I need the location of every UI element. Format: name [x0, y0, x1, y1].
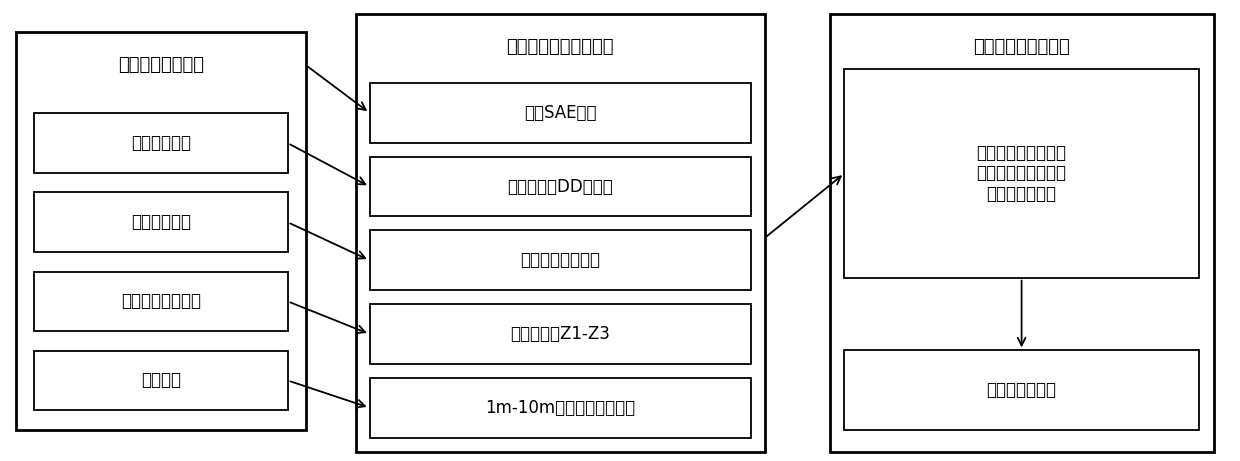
- Text: 采用标准中Z1-Z3: 采用标准中Z1-Z3: [510, 325, 610, 343]
- Text: 参考主流线圈尺寸: 参考主流线圈尺寸: [520, 251, 600, 269]
- Bar: [35, 351, 288, 410]
- Bar: [370, 304, 750, 364]
- Bar: [844, 350, 1199, 430]
- Text: 圆形线圈，DD型线圈: 圆形线圈，DD型线圈: [507, 177, 613, 195]
- Text: 谐振线圈尺寸: 谐振线圈尺寸: [131, 213, 191, 231]
- Text: 确定物理参数测试范围: 确定物理参数测试范围: [506, 38, 614, 56]
- Text: 1m-10m等间距设置测试点: 1m-10m等间距设置测试点: [485, 399, 635, 417]
- Bar: [356, 14, 765, 452]
- Bar: [35, 192, 288, 252]
- Text: 修改上述参数的单一
变量，综合分析测试
点磁场强度变化: 修改上述参数的单一 变量，综合分析测试 点磁场强度变化: [977, 143, 1066, 203]
- Bar: [370, 230, 750, 290]
- Bar: [35, 272, 288, 331]
- Text: 谐振线圈类型: 谐振线圈类型: [131, 134, 191, 152]
- Text: 参照SAE标准: 参照SAE标准: [523, 104, 596, 122]
- Bar: [830, 14, 1214, 452]
- Bar: [370, 157, 750, 216]
- Bar: [370, 378, 750, 437]
- Bar: [844, 69, 1199, 278]
- Text: 谐振线圈传能距离: 谐振线圈传能距离: [122, 292, 201, 310]
- Text: 确定系统物理参数: 确定系统物理参数: [118, 56, 205, 74]
- Bar: [35, 113, 288, 173]
- Bar: [370, 83, 750, 143]
- Text: 测试方案与结果分析: 测试方案与结果分析: [973, 38, 1070, 56]
- Bar: [16, 32, 306, 430]
- Text: 系统间距: 系统间距: [141, 372, 181, 390]
- Text: 优化参数及方案: 优化参数及方案: [987, 381, 1056, 399]
